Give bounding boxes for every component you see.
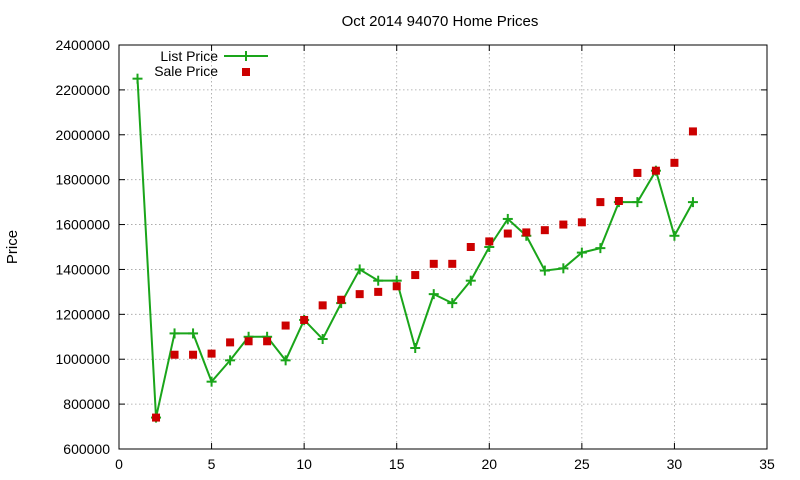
list-price-point [317, 334, 328, 345]
y-tick-label: 2400000 [55, 37, 110, 53]
list-price-point [132, 73, 143, 84]
sale-price-point [392, 282, 401, 291]
list-price-point [502, 213, 513, 224]
sale-price-point [355, 290, 364, 299]
sale-price-point [614, 196, 623, 205]
x-tick-label: 10 [296, 456, 312, 472]
list-price-point [373, 275, 384, 286]
list-price-line [136, 78, 694, 419]
sale-price-point [651, 166, 660, 175]
legend-label-sale-price: Sale Price [154, 63, 218, 79]
sale-price-point [263, 337, 272, 346]
sale-price-point [466, 243, 475, 251]
sale-price-point [189, 350, 198, 359]
sale-price-point [429, 259, 438, 268]
y-tick-label: 1400000 [55, 261, 110, 277]
legend-square-marker [242, 68, 250, 76]
sale-price-point [522, 228, 531, 237]
x-tick-label: 30 [667, 456, 683, 472]
x-tick-label: 0 [115, 456, 123, 472]
sale-price-point [152, 413, 161, 422]
sale-price-point [596, 198, 605, 207]
list-price-point [428, 289, 439, 300]
x-tick-label: 20 [481, 456, 497, 472]
legend-label-list-price: List Price [160, 48, 218, 64]
x-tick-label: 25 [574, 456, 590, 472]
list-price-point [410, 343, 421, 353]
sale-price-point [281, 321, 290, 330]
sale-price-point [559, 220, 568, 229]
y-tick-label: 1200000 [55, 306, 110, 322]
sale-price-point [300, 315, 309, 324]
list-price-point [354, 264, 365, 275]
list-price-point [447, 298, 458, 309]
y-tick-label: 2000000 [55, 127, 110, 143]
sale-price-point [540, 226, 549, 235]
legend: List Price Sale Price [154, 48, 268, 79]
list-price-point [576, 247, 587, 258]
sale-price-point [244, 337, 253, 346]
list-price-point [169, 328, 180, 339]
sale-price-point [688, 127, 697, 136]
y-tick-label: 2200000 [55, 82, 110, 98]
sale-price-point [577, 218, 586, 227]
list-price-point [206, 376, 217, 387]
y-tick-label: 600000 [63, 441, 110, 457]
x-tick-label: 5 [208, 456, 216, 472]
y-tick-label: 1800000 [55, 172, 110, 188]
chart-title: Oct 2014 94070 Home Prices [342, 13, 539, 30]
list-price-point [539, 265, 550, 276]
sale-price-point [318, 301, 327, 310]
sale-price-point [448, 259, 457, 268]
sale-price-point [503, 229, 512, 238]
sale-price-point [411, 271, 420, 280]
sale-price-point [670, 158, 679, 167]
sale-price-point [226, 338, 235, 347]
list-price-point [669, 230, 680, 241]
list-price-point [465, 275, 476, 286]
list-price-point [687, 197, 698, 208]
legend-swatch-sale-price [242, 68, 250, 76]
grid [119, 45, 767, 449]
sale-price-point [374, 287, 383, 296]
x-tick-label: 15 [389, 456, 405, 472]
list-price-point [225, 355, 236, 366]
y-tick-label: 800000 [63, 396, 110, 412]
plot-frame [118, 44, 768, 450]
list-price-point [188, 328, 199, 339]
sale-price-point [485, 237, 494, 246]
legend-swatch-list-price [224, 51, 268, 61]
x-tick-label: 35 [759, 456, 775, 472]
sale-price-point [633, 168, 642, 177]
axis-ticks: 0 5 10 15 20 25 30 35 600000 800000 1000000 1200000… [55, 37, 775, 472]
sale-price-point [207, 349, 216, 358]
y-axis-label: Price [4, 230, 21, 264]
list-price-point [595, 243, 606, 254]
series-layer [132, 73, 698, 423]
legend-plus-marker [241, 51, 251, 61]
list-price-point [558, 263, 569, 274]
sale-price-point [170, 350, 179, 359]
y-tick-label: 1600000 [55, 217, 110, 233]
y-tick-label: 1000000 [55, 351, 110, 367]
list-price-point [632, 197, 643, 208]
list-price-point [280, 355, 291, 366]
sale-price-point [337, 295, 346, 304]
